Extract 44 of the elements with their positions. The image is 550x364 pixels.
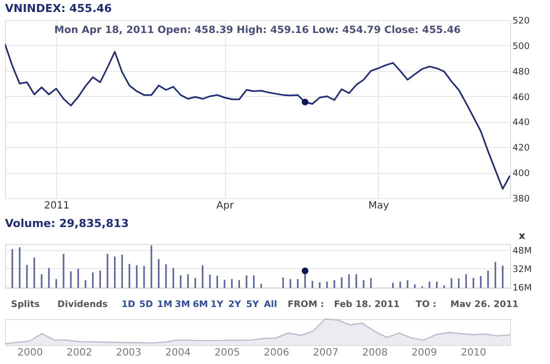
text: Mav 26. 2011 — [450, 300, 519, 310]
y-tick-label: 16M — [512, 283, 532, 294]
x-tick-label: 2007 — [313, 348, 338, 358]
text: Dividends — [57, 300, 108, 310]
x-tick-label: 2002 — [66, 348, 92, 358]
x-tick-label: 2006 — [264, 348, 290, 358]
y-tick-label: 480 — [512, 67, 530, 78]
x-tick-label: May — [368, 200, 390, 212]
x-tick-label: 2011 — [44, 200, 70, 212]
y-tick-label: 520 — [512, 16, 530, 26]
x-tick-label: 2004 — [165, 348, 191, 358]
y-tick-label: 460 — [512, 92, 530, 103]
y-tick-label: 500 — [512, 42, 530, 52]
x-tick-label: Apr — [216, 200, 235, 212]
x-tick-label: 2010 — [460, 348, 486, 358]
text: x — [518, 231, 526, 242]
chart-title: VNINDEX: 455.46 — [5, 2, 112, 15]
text: 1D — [122, 300, 136, 310]
text: 5D — [139, 300, 154, 310]
chart-title: Volume: 29,835,813 — [5, 217, 129, 230]
y-tick-label: 380 — [512, 194, 530, 204]
text: 5Y — [246, 300, 260, 310]
text: Splits — [11, 300, 40, 310]
y-tick-label: 48M — [512, 246, 532, 256]
y-tick-label: 32M — [512, 264, 532, 275]
x-tick-label: 2003 — [116, 348, 142, 358]
x-tick-label: 2000 — [17, 348, 43, 358]
text: 2Y — [228, 300, 242, 310]
text: FROM : — [288, 300, 324, 310]
y-tick-label: 440 — [512, 118, 530, 128]
text: Feb 18. 2011 — [334, 300, 400, 310]
text: 1M — [157, 300, 172, 310]
text: 3M — [174, 300, 190, 310]
text: 6M — [192, 300, 208, 310]
y-tick-label: 400 — [512, 169, 530, 180]
text: All — [264, 300, 278, 310]
text: 1Y — [210, 300, 224, 310]
x-tick-label: 2005 — [214, 348, 240, 358]
text: TO : — [416, 300, 436, 310]
line-series — [5, 43, 510, 190]
x-tick-label: 2009 — [412, 348, 438, 358]
y-tick-label: 420 — [512, 144, 530, 154]
annotation: Mon Apr 18, 2011 Open: 458.39 High: 459.16 Low: 454.79 Close: 455.46 — [54, 25, 461, 36]
x-tick-label: 2008 — [362, 348, 388, 358]
